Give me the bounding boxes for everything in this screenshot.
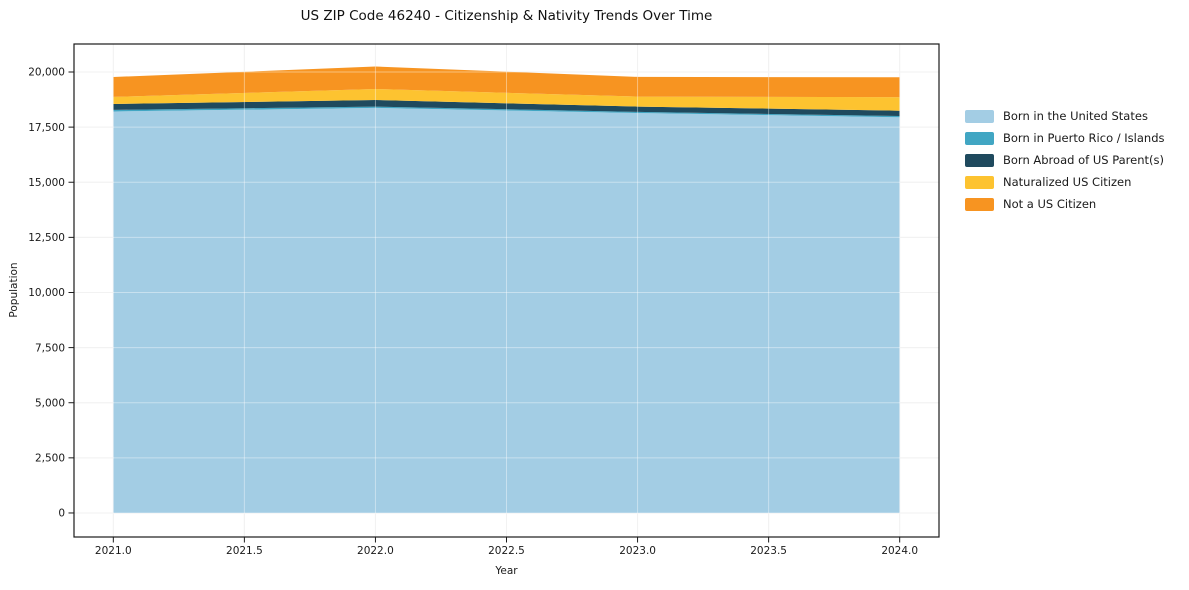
legend-color-swatch bbox=[965, 132, 994, 145]
legend-item-born-in-the-united-states: Born in the United States bbox=[965, 110, 1165, 123]
area-born-in-the-united-states bbox=[113, 107, 900, 514]
y-tick-labels: 0 2,500 5,000 7,500 10,000 12,500 15,000 17,500… bbox=[28, 67, 65, 520]
y-tick-label: 0 bbox=[58, 508, 65, 520]
x-tick-label: 2021.0 bbox=[95, 545, 132, 557]
x-tick-label: 2021.5 bbox=[226, 545, 263, 557]
legend-item-naturalized-us-citizen: Naturalized US Citizen bbox=[965, 176, 1165, 189]
x-tick-label: 2023.5 bbox=[750, 545, 787, 557]
y-tick-label: 5,000 bbox=[35, 397, 65, 409]
x-axis-label: Year bbox=[495, 565, 518, 577]
x-tick-label: 2022.5 bbox=[488, 545, 525, 557]
y-axis-label: Population bbox=[8, 262, 20, 318]
legend-item-born-abroad-of-us-parent-s: Born Abroad of US Parent(s) bbox=[965, 154, 1165, 167]
legend: Born in the United States Born in Puerto … bbox=[965, 110, 1165, 211]
gridline-overlay bbox=[74, 44, 939, 537]
legend-label: Born in the United States bbox=[1003, 109, 1148, 123]
y-tick-label: 12,500 bbox=[28, 232, 65, 244]
y-tick-label: 20,000 bbox=[28, 67, 65, 79]
x-tick-label: 2023.0 bbox=[619, 545, 656, 557]
y-tick-label: 17,500 bbox=[28, 122, 65, 134]
y-tick-label: 7,500 bbox=[35, 342, 65, 354]
area-not-a-us-citizen bbox=[113, 66, 900, 98]
x-tick-label: 2022.0 bbox=[357, 545, 394, 557]
legend-color-swatch bbox=[965, 198, 994, 211]
legend-color-swatch bbox=[965, 176, 994, 189]
chart-title: US ZIP Code 46240 - Citizenship & Nativi… bbox=[300, 8, 713, 24]
legend-color-swatch bbox=[965, 154, 994, 167]
legend-label: Not a US Citizen bbox=[1003, 197, 1097, 211]
y-tick-label: 10,000 bbox=[28, 287, 65, 299]
x-tick-labels: 2021.0 2021.5 2022.0 2022.5 2023.0 2023.5 2024… bbox=[95, 545, 918, 557]
y-tick-label: 2,500 bbox=[35, 453, 65, 465]
x-tick-label: 2024.0 bbox=[881, 545, 918, 557]
stack-areas bbox=[113, 66, 900, 514]
legend-color-swatch bbox=[965, 110, 994, 123]
area-born-abroad-of-us-parent-s bbox=[113, 100, 900, 116]
axis-ticks bbox=[68, 71, 901, 543]
legend-item-born-in-puerto-rico-islands: Born in Puerto Rico / Islands bbox=[965, 132, 1165, 145]
legend-label: Born Abroad of US Parent(s) bbox=[1003, 153, 1164, 167]
y-tick-label: 15,000 bbox=[28, 177, 65, 189]
legend-item-not-a-us-citizen: Not a US Citizen bbox=[965, 198, 1165, 211]
area-naturalized-us-citizen bbox=[113, 89, 900, 111]
legend-label: Born in Puerto Rico / Islands bbox=[1003, 131, 1165, 145]
legend-label: Naturalized US Citizen bbox=[1003, 175, 1132, 189]
